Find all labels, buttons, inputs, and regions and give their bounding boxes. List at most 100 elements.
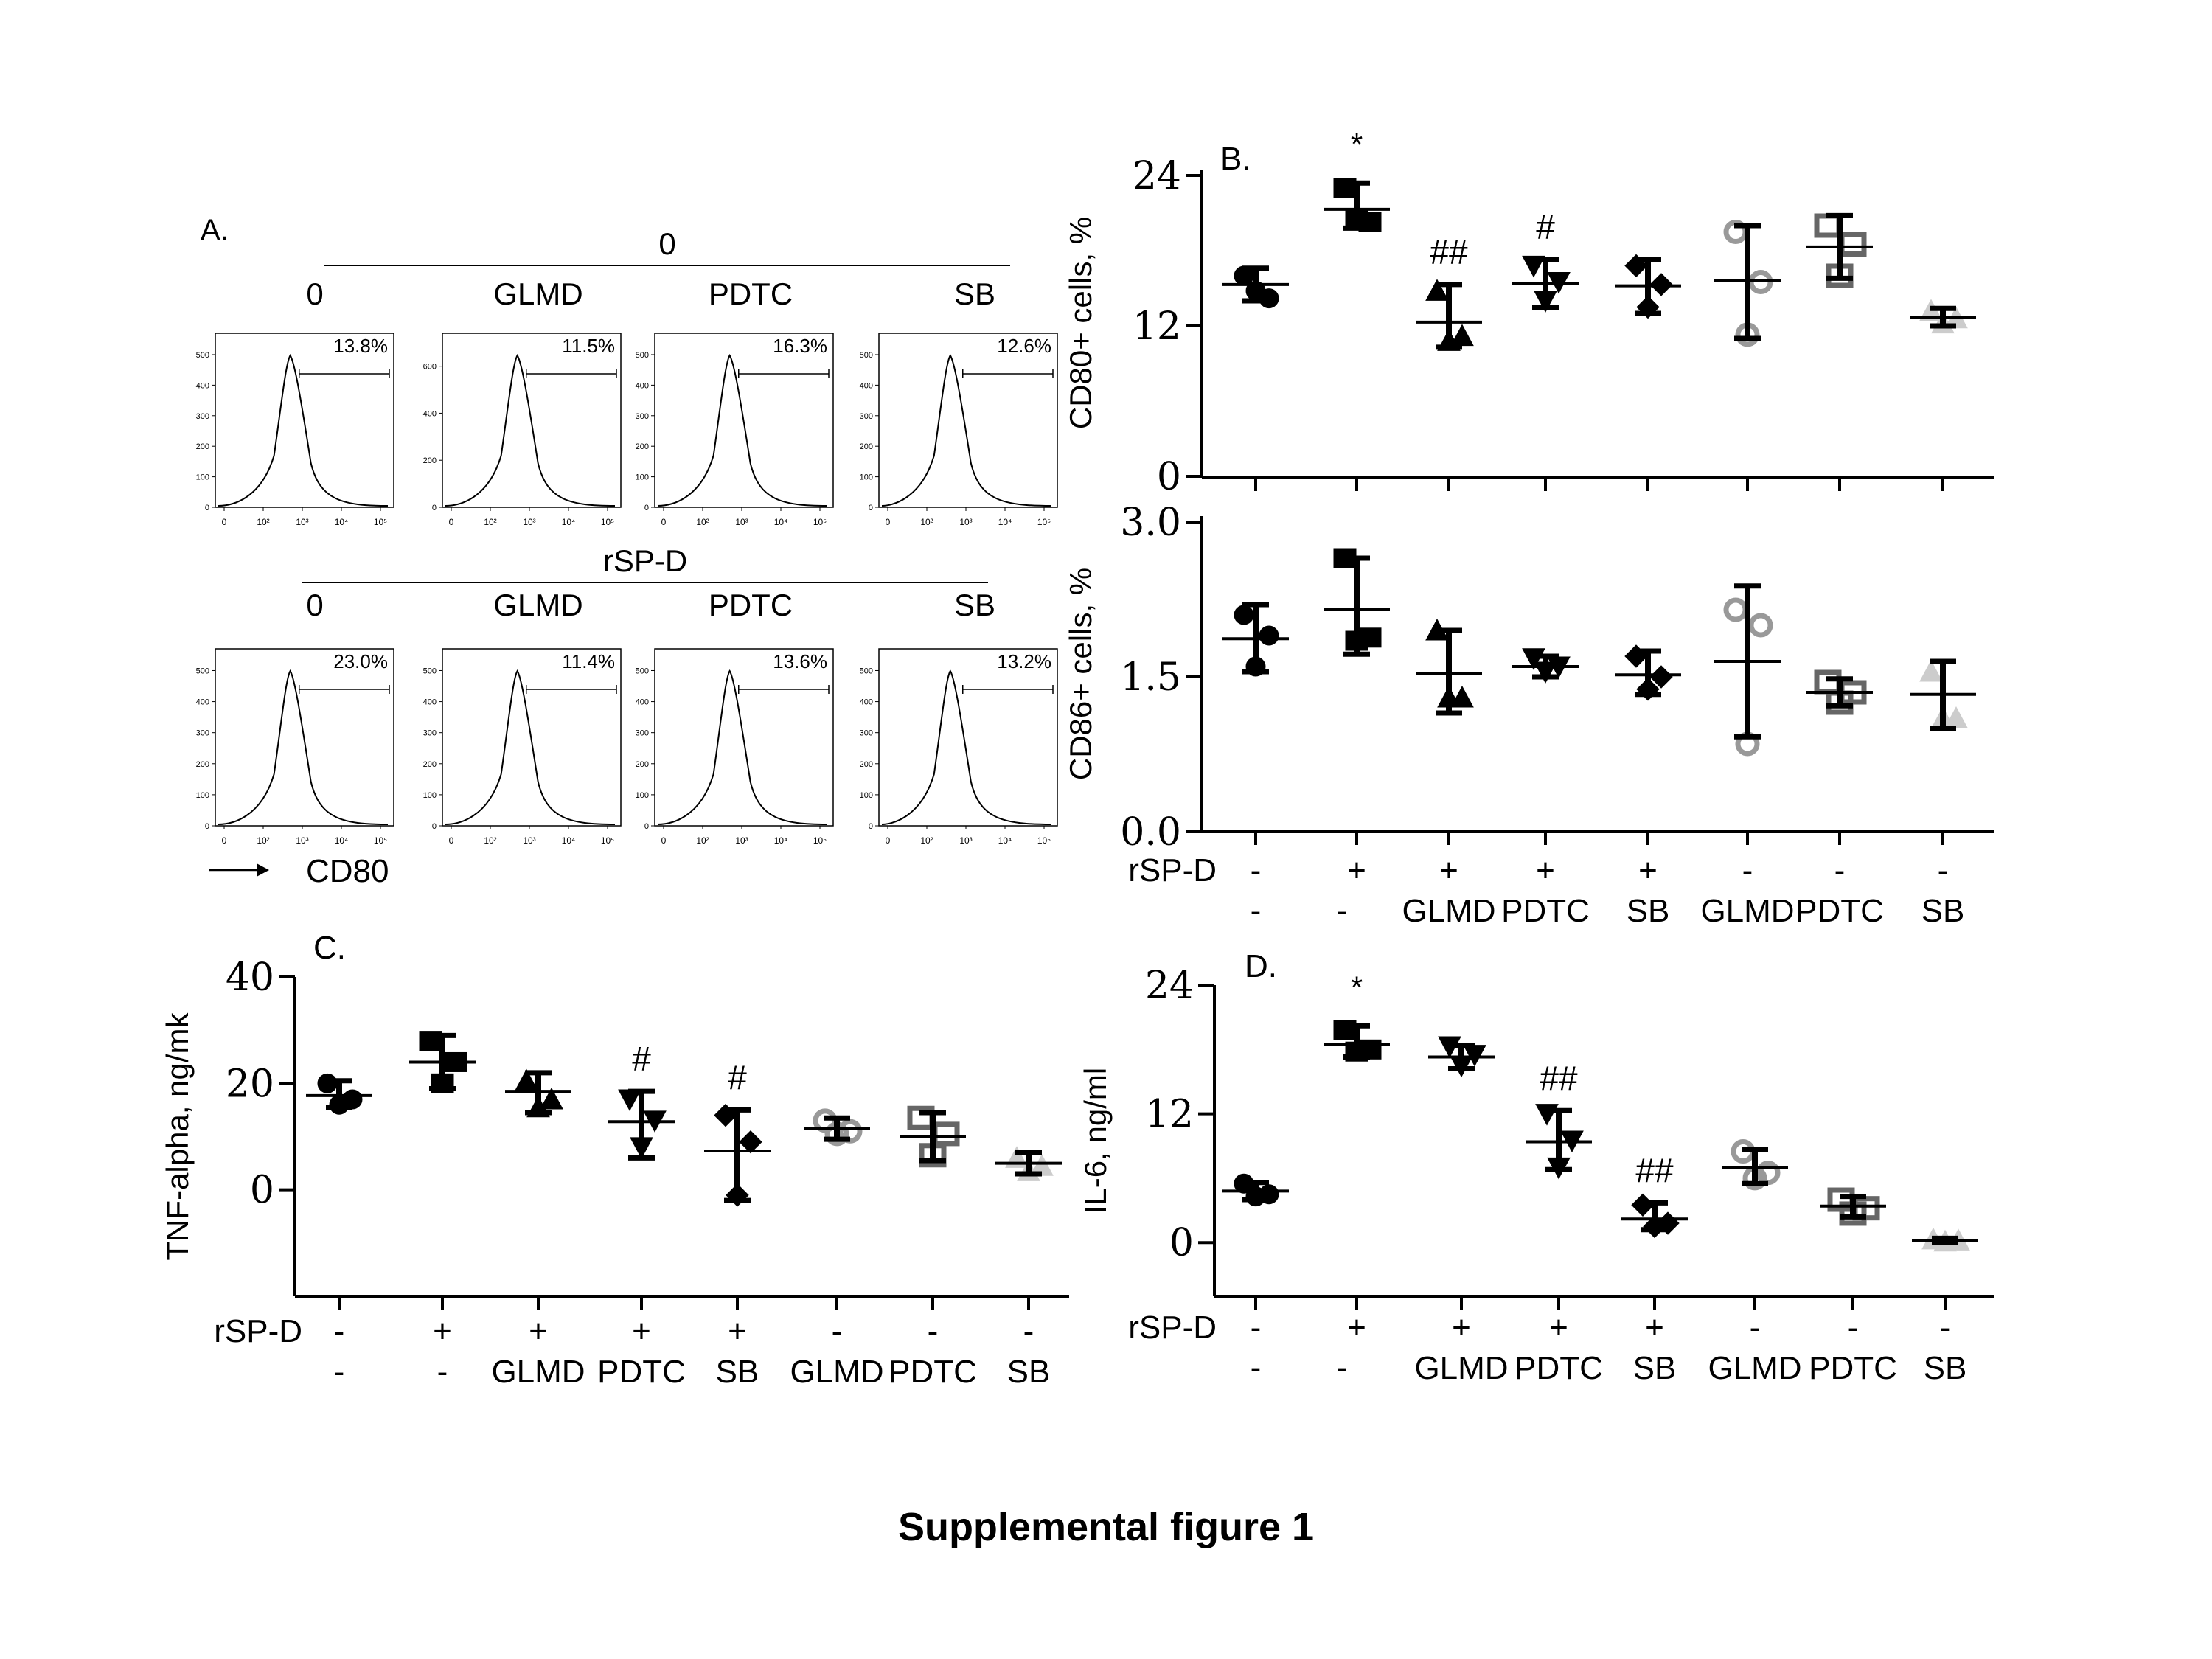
- histogram-percent: 13.8%: [333, 335, 388, 357]
- histogram-curve: [657, 669, 828, 825]
- histogram-x-tick-label: 10⁴: [335, 835, 349, 846]
- histogram-curve: [657, 354, 828, 507]
- histogram-condition-label: 0: [306, 588, 323, 622]
- data-point: [739, 1130, 762, 1154]
- group-5: #: [704, 1058, 771, 1207]
- treatment-drug: GLMD: [1708, 1350, 1801, 1386]
- data-point: [1748, 613, 1773, 638]
- histogram-x-tick-label: 0: [661, 517, 667, 527]
- histogram-y-tick-label: 400: [423, 698, 437, 707]
- histogram-x-tick-label: 10²: [484, 835, 496, 846]
- treatment-sign: +: [1439, 852, 1458, 888]
- histogram-x-tick-label: 10⁴: [774, 517, 788, 527]
- treatment-sign: +: [728, 1313, 747, 1349]
- group-6: [1714, 583, 1781, 757]
- histogram-x-tick-label: 10⁵: [601, 835, 614, 846]
- treatment-sign: -: [1023, 1313, 1034, 1349]
- y-axis-label: IL-6, ng/ml: [1078, 1068, 1113, 1214]
- histogram-y-tick-label: 500: [636, 667, 649, 675]
- histogram-condition-label: SB: [954, 588, 995, 622]
- treatment-drug: PDTC: [1514, 1350, 1603, 1386]
- treatment-drug: PDTC: [1795, 893, 1884, 929]
- histogram-y-tick-label: 400: [196, 381, 209, 390]
- histogram-y-tick-label: 200: [636, 442, 649, 451]
- histogram-frame: [215, 648, 394, 827]
- treatment-drug: PDTC: [1809, 1350, 1897, 1386]
- histogram-y-tick-label: 500: [860, 351, 873, 360]
- histogram-x-tick-label: 0: [222, 517, 227, 527]
- histogram-y-tick-label: 100: [860, 791, 873, 800]
- histogram-y-tick-label: 0: [644, 504, 649, 512]
- group-3: [1428, 1036, 1495, 1078]
- treatment-drug: SB: [1633, 1350, 1677, 1386]
- treatment-drug: -: [1337, 893, 1348, 929]
- histogram-x-tick-label: 10³: [296, 835, 308, 846]
- y-tick-label: 24: [1145, 964, 1194, 1008]
- treatment-drug: GLMD: [1402, 893, 1495, 929]
- histogram-panel: PDTC 0 100 200 300 400 500 0 10² 10³ 10⁴ 10⁵ 13.6%: [636, 588, 834, 846]
- treatment-sign: -: [1940, 1310, 1951, 1346]
- histogram-condition-label: GLMD: [493, 276, 582, 311]
- histogram-x-tick-label: 10⁴: [335, 517, 349, 527]
- histogram-y-tick-label: 200: [423, 760, 437, 769]
- histogram-y-tick-label: 400: [860, 698, 873, 707]
- histogram-condition-label: PDTC: [709, 276, 793, 311]
- group-1: [306, 1073, 372, 1115]
- y-tick-label: 12: [1133, 305, 1181, 349]
- treatment-drug: -: [1337, 1350, 1348, 1386]
- data-point: [932, 1121, 960, 1147]
- histogram-y-tick-label: 500: [860, 667, 873, 675]
- histogram-x-tick-label: 10²: [696, 517, 709, 527]
- treatment-sign: -: [1251, 1310, 1262, 1346]
- treatment-drug: -: [437, 1354, 448, 1390]
- histogram-panel: 0 0 100 200 300 400 500 0 10² 10³ 10⁴ 10⁵ 13.8%: [196, 276, 394, 527]
- histogram-frame: [442, 648, 622, 827]
- histogram-curve: [445, 354, 616, 507]
- treatment-row-label: rSP-D: [1128, 852, 1217, 888]
- treatment-drug: GLMD: [1414, 1350, 1508, 1386]
- histogram-curve: [881, 354, 1052, 507]
- histogram-y-tick-label: 500: [196, 667, 209, 675]
- y-axis-label: CD86+ cells, %: [1063, 568, 1098, 780]
- histogram-y-tick-label: 500: [423, 667, 437, 675]
- histogram-frame: [442, 333, 622, 508]
- histogram-x-tick-label: 0: [449, 517, 454, 527]
- y-tick-label: 0: [250, 1169, 274, 1213]
- histogram-percent: 11.5%: [562, 335, 615, 357]
- treatment-drug: GLMD: [1700, 893, 1794, 929]
- histogram-curve: [218, 669, 389, 825]
- histogram-y-tick-label: 600: [423, 363, 437, 372]
- histogram-x-tick-label: 10⁴: [774, 835, 788, 846]
- group-5: [1615, 644, 1681, 701]
- histogram-x-tick-label: 10³: [959, 517, 972, 527]
- histogram-panel: 0 0 100 200 300 400 500 0 10² 10³ 10⁴ 10⁵ 23.0%: [196, 588, 394, 846]
- panel-a-letter: A.: [201, 214, 229, 246]
- data-point: [1649, 665, 1673, 689]
- group-3: [505, 1068, 571, 1118]
- treatment-drug: GLMD: [491, 1354, 585, 1390]
- histogram-percent: 12.6%: [997, 335, 1051, 357]
- histogram-curve: [881, 669, 1052, 825]
- group-1: [1222, 1173, 1289, 1207]
- y-tick-label: 24: [1133, 154, 1181, 198]
- treatment-sign: -: [1938, 852, 1949, 888]
- histogram-panel: GLMD 0 200 400 600 0 10² 10³ 10⁴ 10⁵ 11.5%: [423, 276, 622, 527]
- group-7: [1806, 212, 1873, 288]
- histogram-frame: [654, 648, 834, 827]
- treatment-drug: -: [334, 1354, 345, 1390]
- histogram-y-tick-label: 400: [196, 698, 209, 707]
- panel-a-group-label: rSP-D: [603, 543, 687, 578]
- treatment-sign: -: [1750, 1310, 1761, 1346]
- histogram-x-tick-label: 10²: [920, 517, 933, 527]
- histogram-frame: [215, 333, 394, 508]
- histogram-x-tick-label: 10²: [920, 835, 933, 846]
- treatment-sign: +: [1347, 852, 1366, 888]
- treatment-sign: -: [1834, 852, 1846, 888]
- group-6: [1722, 1139, 1788, 1191]
- treatment-drug: PDTC: [597, 1354, 686, 1390]
- histogram-y-tick-label: 200: [860, 760, 873, 769]
- treatment-sign: +: [529, 1313, 548, 1349]
- histogram-y-tick-label: 200: [636, 760, 649, 769]
